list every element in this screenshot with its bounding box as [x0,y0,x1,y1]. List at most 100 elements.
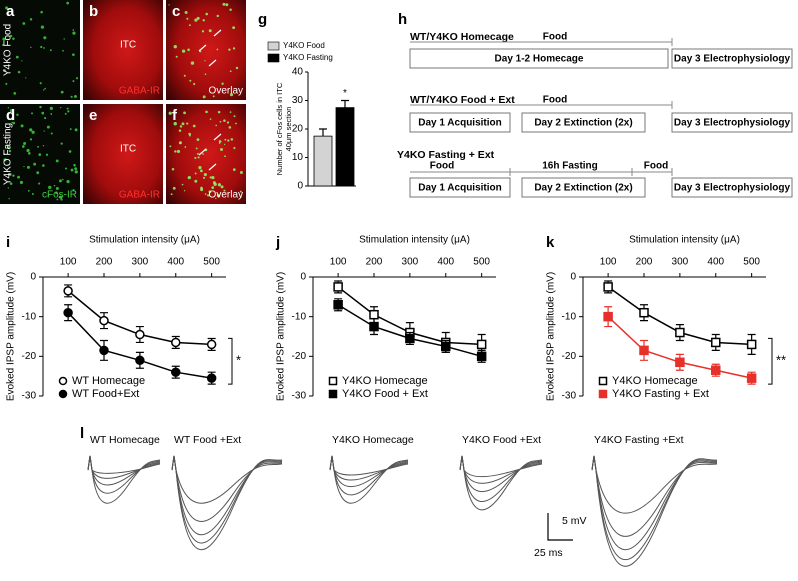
y-tick-label: 10 [292,152,304,163]
data-point [63,307,73,318]
stain-label: GABA-IR [119,190,160,201]
x-axis-label: Stimulation intensity (μA) [359,235,470,246]
trace [591,455,718,514]
cfos-cell [173,122,177,126]
cfos-cell [235,122,237,125]
cfos-cell [223,119,226,122]
cfos-cell [42,145,45,147]
cfos-cell [44,117,47,120]
trace-group-label: Y4KO Fasting +Ext [594,434,684,446]
cfos-cell [43,36,47,40]
trace [459,455,543,484]
day-box [671,112,793,133]
trace-group-label: WT Food +Ext [174,434,241,446]
cfos-cell [54,191,58,194]
protocol-title: WT/Y4KO Homecage [410,31,514,43]
cfos-cell [204,193,207,195]
cfos-cell [7,187,10,189]
cfos-cell [184,10,188,14]
cfos-cell [221,82,224,85]
data-point [639,345,649,356]
trace [329,455,409,487]
trace [591,455,718,560]
cfos-cell [72,80,75,83]
arrow [213,133,222,141]
cfos-cell [46,125,50,129]
cfos-cell [239,196,242,198]
cfos-cell [181,183,184,186]
cfos-cell [70,95,73,98]
cfos-cell [202,19,205,22]
cfos-cell [62,178,64,181]
cfos-cell [186,17,189,20]
cfos-cell [27,189,30,192]
data-point [675,357,685,368]
cfos-cell [198,166,202,170]
panel-letter: k [546,234,555,251]
scale-label-y: 5 mV [562,515,587,527]
y-axis-label: Number of cFos cells in ITC [275,82,284,175]
cfos-cell [9,34,13,38]
y-tick-label: 0 [570,272,576,283]
cfos-cell [38,153,42,156]
legend-marker [328,376,338,386]
day-box [521,112,646,133]
cfos-cell [209,118,212,120]
significance-bracket [228,337,233,385]
trace [87,455,161,474]
y-tick-label: -30 [562,391,577,402]
data-point [746,373,757,383]
cfos-cell [58,179,62,183]
cfos-cell [60,198,63,201]
micrograph [166,0,246,100]
legend-label: WT Homecage [72,375,145,387]
cfos-cell [22,22,26,25]
cfos-cell [60,90,64,94]
legend-label: Y4KO Homecage [612,375,698,387]
cfos-cell [215,124,217,127]
region-label: ITC [120,144,136,155]
trace [171,455,283,551]
cfos-cell [60,107,62,109]
cfos-cell [7,106,10,109]
x-tick-label: 400 [707,257,724,268]
cfos-cell [197,156,200,159]
data-point [476,339,487,350]
data-point [63,286,73,296]
cfos-cell [65,167,68,170]
cfos-cell [17,70,21,74]
day-box [521,177,646,198]
cfos-cell [12,174,15,177]
trace [591,455,718,551]
x-tick-label: 400 [167,257,184,268]
cfos-cell [233,115,236,118]
cfos-cell [66,1,70,5]
cfos-cell [66,179,70,184]
day-box [671,48,793,69]
cfos-cell [60,142,63,145]
cfos-cell [208,190,212,194]
row-label: Y4KO Food [3,24,14,76]
cfos-cell [23,142,27,145]
cfos-cell [26,165,30,169]
data-point [441,341,451,352]
cfos-cell [171,168,175,171]
y-tick-label: 20 [292,124,304,135]
cfos-cell [196,16,200,20]
scale-label-x: 25 ms [534,547,563,559]
arrow [198,148,207,156]
day-label: Day 1-2 Homecage [495,54,584,65]
cfos-cell [201,30,205,33]
day-label: Day 2 Extinction (2x) [534,183,632,194]
cfos-cell [187,176,191,180]
cfos-cell [229,8,232,11]
trace-group-label: WT Homecage [90,434,160,446]
panel-letter: f [172,107,178,124]
cfos-cell [181,122,185,126]
region-label: ITC [120,40,136,51]
phase-label: 16h Fasting [542,161,598,172]
cfos-cell [17,175,20,179]
cfos-cell [3,153,6,156]
cfos-cell [74,170,78,174]
legend-label: WT Food+Ext [72,388,139,400]
